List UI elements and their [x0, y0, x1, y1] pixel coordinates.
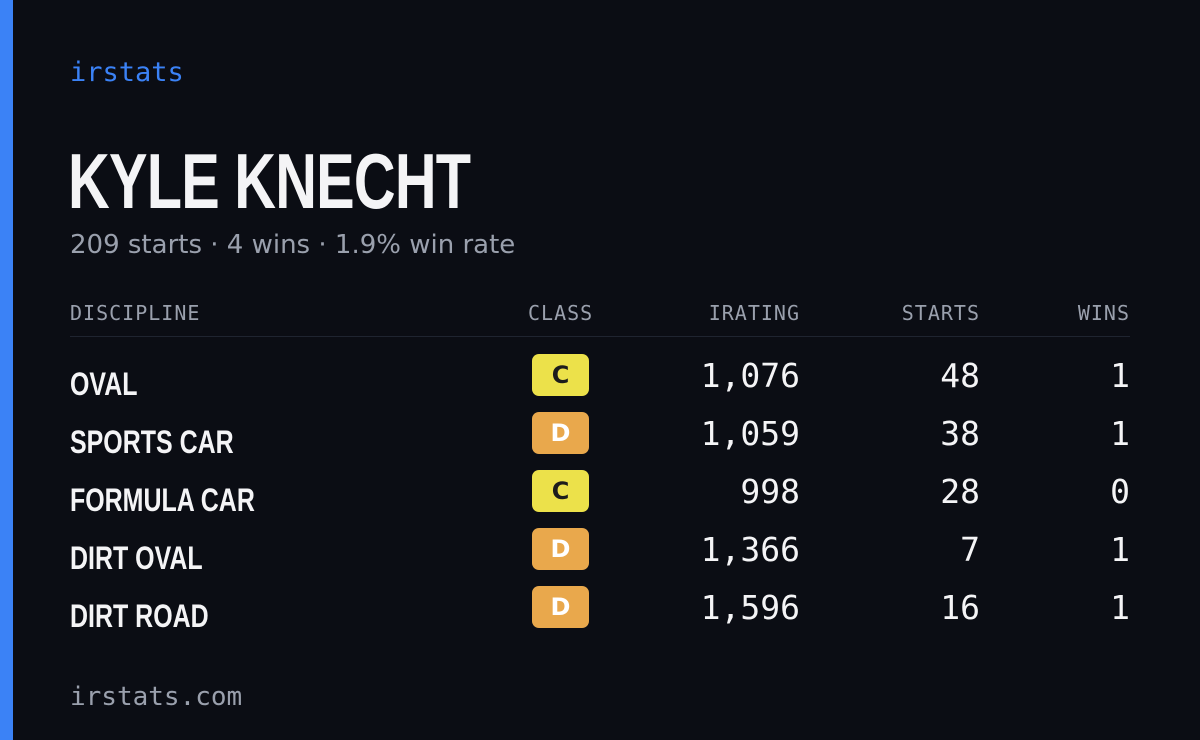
irating-value: 1,059: [700, 414, 800, 453]
table-row: DIRT ROAD D 1,596 16 1: [70, 584, 1130, 642]
discipline-name: SPORTS CAR: [70, 424, 234, 460]
irating-value: 1,596: [700, 588, 800, 627]
header-irating: IRATING: [708, 301, 800, 325]
starts-value: 28: [940, 472, 980, 511]
accent-bar: [0, 0, 13, 740]
wins-value: 1: [1110, 414, 1130, 453]
irating-value: 998: [740, 472, 800, 511]
discipline-table: OVAL C 1,076 48 1 SPORTS CAR D 1,059 38 …: [70, 352, 1130, 642]
header-starts: STARTS: [901, 301, 980, 325]
discipline-name: DIRT OVAL: [70, 540, 203, 576]
header-wins: WINS: [1077, 301, 1130, 325]
wins-value: 1: [1110, 588, 1130, 627]
footer-url[interactable]: irstats.com: [70, 682, 243, 712]
table-row: OVAL C 1,076 48 1: [70, 352, 1130, 410]
driver-summary: 209 starts · 4 wins · 1.9% win rate: [70, 230, 516, 260]
wins-value: 1: [1110, 530, 1130, 569]
driver-name: KYLE KNECHT: [68, 137, 471, 225]
class-badge: D: [532, 412, 589, 454]
discipline-name: DIRT ROAD: [70, 598, 209, 634]
wins-value: 0: [1110, 472, 1130, 511]
brand-logo[interactable]: irstats: [70, 57, 184, 88]
discipline-name: OVAL: [70, 366, 138, 402]
class-badge: D: [532, 528, 589, 570]
class-badge: C: [532, 354, 589, 396]
starts-value: 7: [960, 530, 980, 569]
discipline-name: FORMULA CAR: [70, 482, 255, 518]
class-badge: C: [532, 470, 589, 512]
table-row: SPORTS CAR D 1,059 38 1: [70, 410, 1130, 468]
starts-value: 48: [940, 356, 980, 395]
table-row: DIRT OVAL D 1,366 7 1: [70, 526, 1130, 584]
irating-value: 1,076: [700, 356, 800, 395]
starts-value: 16: [940, 588, 980, 627]
class-badge: D: [532, 586, 589, 628]
table-header: DISCIPLINE CLASS IRATING STARTS WINS: [70, 298, 1130, 337]
irating-value: 1,366: [700, 530, 800, 569]
header-discipline: DISCIPLINE: [70, 301, 201, 325]
wins-value: 1: [1110, 356, 1130, 395]
starts-value: 38: [940, 414, 980, 453]
table-row: FORMULA CAR C 998 28 0: [70, 468, 1130, 526]
header-class: CLASS: [528, 301, 594, 325]
